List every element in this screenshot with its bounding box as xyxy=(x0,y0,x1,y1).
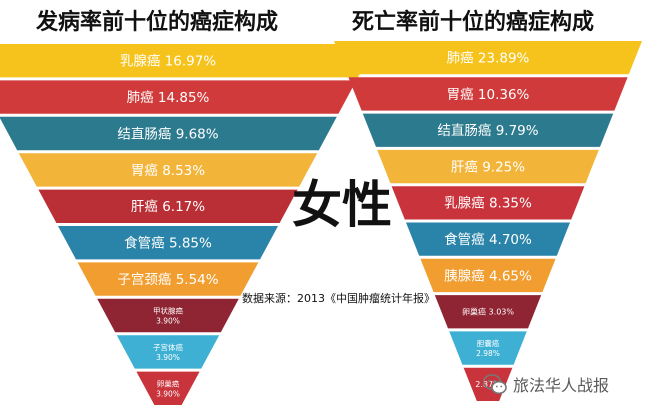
left-funnel-label: 子宫体癌 xyxy=(153,342,183,352)
left-funnel-segment xyxy=(0,80,357,114)
left-funnel-label: 肺癌 14.85% xyxy=(127,90,210,106)
right-funnel-segment xyxy=(449,331,527,365)
wechat-icon xyxy=(483,374,507,395)
data-source-note: 数据来源：2013《中国肿瘤统计年报》 xyxy=(242,292,435,305)
right-chart-title: 死亡率前十位的癌症构成 xyxy=(352,10,595,35)
left-funnel-segment xyxy=(38,189,298,223)
left-funnel-label: 肝癌 6.17% xyxy=(131,199,205,215)
left-funnel-label: 胃癌 8.53% xyxy=(131,163,205,179)
right-funnel-segment xyxy=(362,113,614,147)
gender-label: 女性 xyxy=(292,176,392,234)
left-funnel-segment xyxy=(0,116,337,151)
left-funnel-label: 乳腺癌 16.97% xyxy=(120,54,216,70)
left-funnel: 乳腺癌 16.97% 肺癌 14.85% 结直肠癌 9.68% 胃癌 8.53% 肝癌 … xyxy=(0,44,376,405)
right-funnel-label: 胃癌 10.36% xyxy=(447,87,530,103)
right-funnel-segment xyxy=(434,295,542,329)
right-funnel-label: 结直肠癌 9.79% xyxy=(437,123,538,139)
left-funnel-label: 3.90% xyxy=(156,317,180,326)
right-funnel-label: 食管癌 4.70% xyxy=(444,231,532,248)
right-funnel-segment xyxy=(377,149,599,184)
right-funnel-segment xyxy=(406,222,570,256)
right-funnel-label: 2.98% xyxy=(476,349,500,358)
left-funnel-label: 3.90% xyxy=(156,353,180,362)
left-funnel-segment xyxy=(116,335,220,369)
right-funnel-label: 肺癌 23.89% xyxy=(447,51,530,67)
right-funnel-label: 2.87% xyxy=(475,380,501,389)
right-funnel-label: 胰腺癌 4.65% xyxy=(444,268,532,284)
watermark: 旅法华人战报 xyxy=(483,372,609,396)
left-funnel-label: 卵巢癌 xyxy=(157,378,180,388)
left-chart-title: 发病率前十位的癌症构成 xyxy=(36,10,279,35)
right-funnel-segment xyxy=(391,186,585,220)
right-funnel-segment xyxy=(348,77,628,111)
left-funnel-segment xyxy=(0,44,376,78)
right-funnel-label: 肝癌 9.25% xyxy=(451,159,525,175)
left-funnel-label: 子宫颈癌 5.54% xyxy=(117,272,218,288)
left-funnel-segment xyxy=(58,226,278,260)
left-funnel-segment xyxy=(136,371,200,405)
right-funnel-label: 胆囊癌 xyxy=(477,338,500,348)
left-funnel-segment xyxy=(97,298,239,333)
right-funnel: 肺癌 23.89% 胃癌 10.36% 结直肠癌 9.79% 肝癌 9.25% 乳腺癌 … xyxy=(334,41,642,401)
right-funnel-label: 乳腺癌 8.35% xyxy=(444,196,532,212)
right-funnel-label: 卵巢癌 3.03% xyxy=(462,307,514,317)
left-funnel-label: 3.90% xyxy=(156,389,180,398)
left-funnel-label: 甲状腺癌 xyxy=(153,306,183,316)
left-funnel-segment xyxy=(18,153,318,187)
left-funnel-segment xyxy=(77,262,259,296)
right-funnel-segment xyxy=(420,258,556,293)
left-funnel-label: 食管癌 5.85% xyxy=(124,235,212,252)
watermark-text: 旅法华人战报 xyxy=(513,376,610,395)
right-funnel-segment xyxy=(334,41,642,75)
left-funnel-label: 结直肠癌 9.68% xyxy=(117,126,218,142)
